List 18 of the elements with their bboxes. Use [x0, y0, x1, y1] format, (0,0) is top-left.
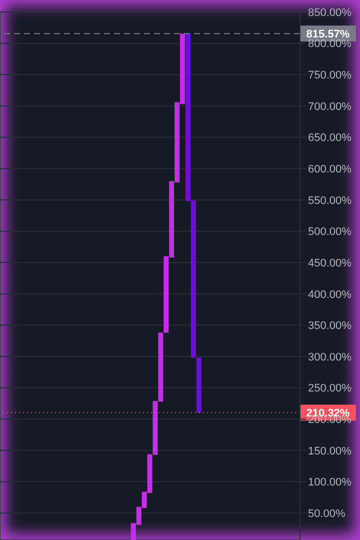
y-tick-label: 700.00%: [308, 100, 352, 113]
y-tick-label: 450.00%: [308, 257, 352, 270]
y-tick-label: 150.00%: [308, 445, 352, 458]
y-tick-label: 750.00%: [308, 70, 352, 82]
y-tick-label: 300.00%: [308, 351, 352, 364]
y-tick-label: 800.00%: [308, 38, 352, 50]
y-tick-label: 850.00%: [308, 6, 352, 19]
bar: [196, 358, 202, 413]
y-tick-label: 350.00%: [308, 320, 352, 332]
y-tick-label: 250.00%: [308, 382, 352, 395]
y-tick-label: 400.00%: [308, 288, 352, 301]
y-tick-label: 600.00%: [308, 163, 352, 176]
y-tick-label: 500.00%: [308, 226, 352, 238]
ref-line-label: 815.57%: [306, 28, 350, 41]
y-tick-label: 650.00%: [308, 132, 352, 144]
y-tick-label: 100.00%: [308, 476, 352, 489]
y-tick-label: 550.00%: [308, 194, 352, 207]
y-tick-label: 50.00%: [308, 508, 346, 520]
